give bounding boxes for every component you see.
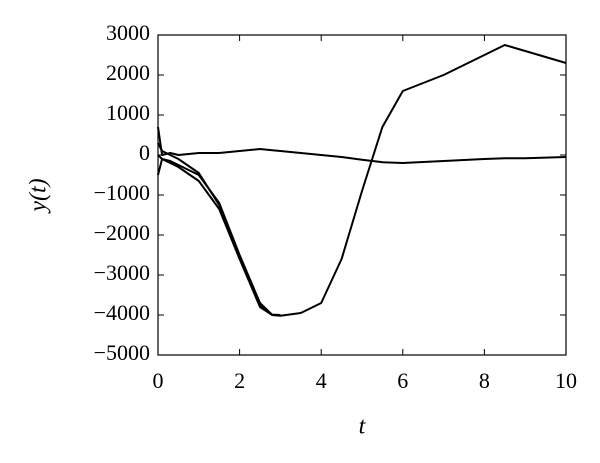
x-axis-label: t [359, 414, 367, 440]
plot-frame [157, 34, 567, 356]
x-tick-label: 8 [479, 368, 490, 393]
y-tick-label: −3000 [94, 260, 150, 285]
x-tick-label: 6 [397, 368, 408, 393]
y-tick-label: 1000 [106, 100, 150, 125]
y-axis-label: y(t) [26, 178, 52, 213]
y-tick-label: 2000 [106, 60, 150, 85]
y-tick-label: −5000 [94, 340, 150, 365]
y-tick-label: −1000 [94, 180, 150, 205]
line [157, 44, 567, 317]
x-tick-label: 2 [234, 368, 245, 393]
line [157, 158, 281, 317]
y-tick-label: −2000 [94, 220, 150, 245]
y-tick-label: 3000 [106, 20, 150, 45]
y-tick-label: 0 [139, 140, 150, 165]
line [157, 142, 281, 316]
line [157, 126, 567, 164]
y-tick-label: −4000 [94, 300, 150, 325]
x-tick-label: 0 [153, 368, 164, 393]
x-tick-label: 4 [316, 368, 327, 393]
x-tick-label: 10 [555, 368, 577, 393]
